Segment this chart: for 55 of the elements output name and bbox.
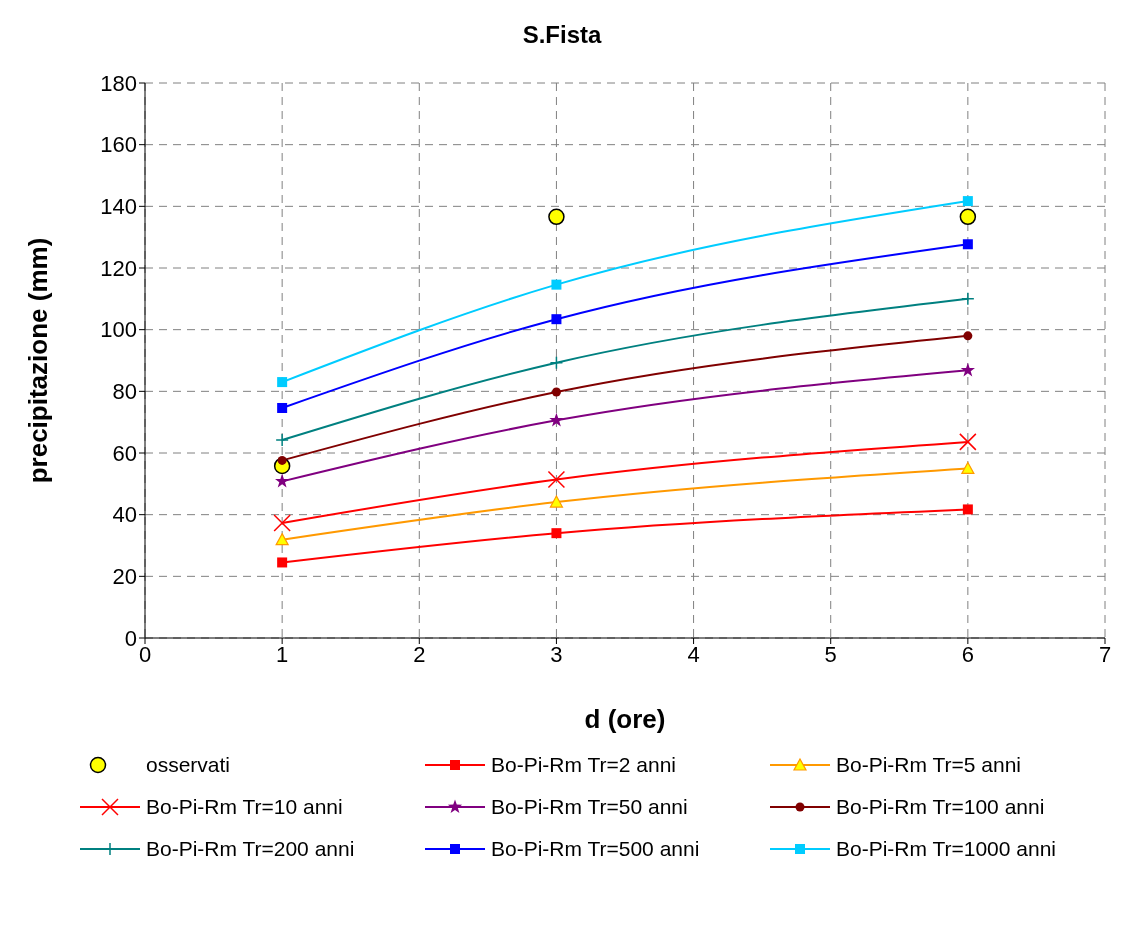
y-tick-label: 120 [100,255,137,281]
y-tick-label: 40 [112,502,137,528]
point [962,239,973,250]
point [962,504,973,515]
point [277,455,287,465]
point [959,433,977,451]
legend-label: osservati [146,753,231,777]
legend-label: Bo-Pi-Rm Tr=500 anni [491,837,700,861]
legend-label: Bo-Pi-Rm Tr=1000 anni [836,837,1057,861]
y-tick-label: 180 [100,70,137,96]
point [275,533,289,546]
point [549,412,564,427]
point [549,355,564,370]
point [961,461,975,475]
point [275,433,289,447]
x-tick-label: 5 [824,641,837,667]
point [273,514,291,532]
x-tick-label: 1 [276,641,289,667]
x-tick-label: 7 [1098,641,1112,667]
point [547,470,566,489]
point [551,279,562,290]
x-tick-label: 4 [687,641,700,667]
point [277,557,288,568]
point [963,331,973,341]
y-axis-title: precipitazione (mm) [23,237,54,484]
legend-label: Bo-Pi-Rm Tr=10 anni [146,795,343,819]
legend-label: Bo-Pi-Rm Tr=200 anni [146,837,355,861]
point [275,473,290,488]
point [551,314,562,325]
point [277,402,288,413]
chart-title: S.Fista [522,21,602,48]
legend-label: Bo-Pi-Rm Tr=50 anni [491,795,688,819]
point [962,196,973,207]
point [961,292,975,306]
point [959,208,977,226]
point [548,208,565,226]
y-tick-label: 100 [100,317,137,343]
x-tick-label: 6 [961,641,974,667]
point [960,362,975,377]
x-tick-label: 2 [413,641,426,667]
point [551,528,562,539]
y-tick-label: 0 [124,625,137,651]
legend-label: Bo-Pi-Rm Tr=100 anni [836,795,1045,819]
x-axis-title: d (ore) [584,704,666,734]
x-tick-label: 3 [550,641,563,667]
y-tick-label: 160 [100,132,137,158]
point [277,377,288,388]
y-tick-label: 80 [112,379,137,405]
point [551,387,561,397]
point [549,495,564,508]
y-tick-label: 60 [112,440,137,466]
legend-label: Bo-Pi-Rm Tr=2 anni [491,753,676,777]
y-tick-label: 20 [112,564,137,590]
y-tick-label: 140 [100,194,137,220]
legend-label: Bo-Pi-Rm Tr=5 anni [836,753,1021,777]
